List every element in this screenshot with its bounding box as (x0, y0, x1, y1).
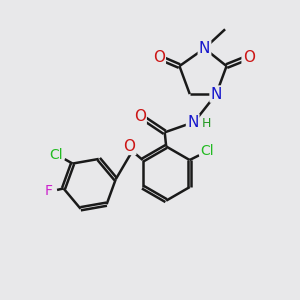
Text: H: H (202, 117, 211, 130)
Text: N: N (199, 41, 210, 56)
Text: N: N (187, 115, 198, 130)
Text: Cl: Cl (200, 144, 214, 158)
Text: O: O (153, 50, 165, 65)
Text: O: O (243, 50, 255, 65)
Text: O: O (123, 139, 135, 154)
Text: N: N (211, 87, 222, 102)
Text: O: O (134, 109, 146, 124)
Text: Cl: Cl (50, 148, 63, 162)
Text: F: F (45, 184, 53, 198)
